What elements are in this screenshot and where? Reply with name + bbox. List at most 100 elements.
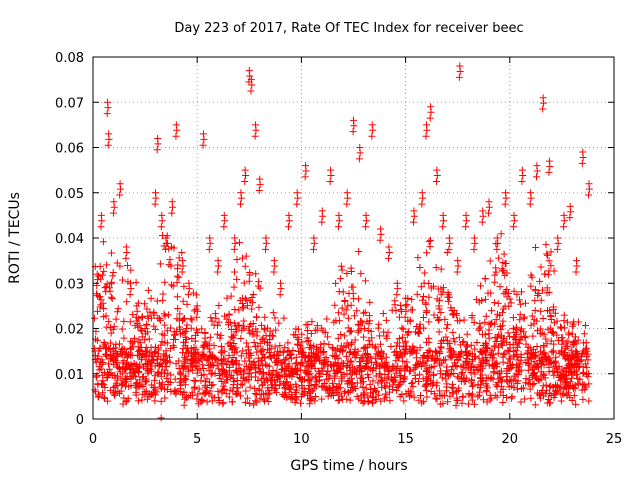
- data-point: [328, 386, 336, 394]
- data-point: [455, 333, 463, 341]
- data-point: [423, 349, 431, 357]
- data-point: [483, 398, 491, 406]
- data-point: [213, 361, 221, 369]
- data-point: [445, 293, 453, 301]
- data-point: [188, 316, 196, 324]
- data-point: [512, 339, 520, 347]
- data-point: [531, 306, 539, 314]
- data-point: [162, 239, 170, 247]
- data-point: [161, 312, 169, 320]
- data-point: [233, 376, 241, 384]
- data-point: [132, 278, 140, 286]
- data-point: [338, 266, 346, 274]
- data-point: [291, 399, 299, 407]
- data-point: [157, 223, 165, 231]
- data-point: [359, 383, 367, 391]
- data-point: [540, 99, 548, 107]
- data-point: [332, 279, 340, 287]
- data-point: [173, 315, 181, 323]
- data-point: [426, 243, 434, 251]
- data-point: [362, 223, 370, 231]
- data-point: [362, 384, 370, 392]
- data-point: [260, 368, 268, 376]
- data-point: [492, 264, 500, 272]
- data-point: [193, 313, 201, 321]
- data-point: [539, 314, 547, 322]
- data-point: [208, 317, 216, 325]
- data-point: [554, 336, 562, 344]
- data-point: [426, 236, 434, 244]
- data-point: [263, 362, 271, 370]
- data-point: [395, 334, 403, 342]
- data-point: [532, 173, 540, 181]
- data-point: [180, 329, 188, 337]
- data-point: [364, 392, 372, 400]
- data-point: [517, 333, 525, 341]
- data-point: [435, 328, 443, 336]
- data-point: [442, 333, 450, 341]
- data-point: [459, 393, 467, 401]
- data-point: [522, 299, 530, 307]
- data-point: [98, 381, 106, 389]
- data-point: [423, 393, 431, 401]
- data-point: [233, 275, 241, 283]
- data-point: [123, 298, 131, 306]
- data-point: [220, 223, 228, 231]
- data-point: [313, 378, 321, 386]
- data-point: [511, 329, 519, 337]
- data-point: [386, 366, 394, 374]
- data-point: [578, 159, 586, 167]
- data-point: [485, 209, 493, 217]
- data-point: [510, 223, 518, 231]
- data-point: [580, 349, 588, 357]
- data-point: [109, 209, 117, 217]
- data-point: [280, 314, 288, 322]
- data-point: [574, 349, 582, 357]
- data-point: [465, 389, 473, 397]
- data-point: [173, 272, 181, 280]
- data-point: [564, 318, 572, 326]
- data-point: [462, 348, 470, 356]
- data-point: [201, 383, 209, 391]
- data-point: [338, 304, 346, 312]
- data-point: [479, 330, 487, 338]
- data-point: [185, 285, 193, 293]
- data-point: [563, 392, 571, 400]
- data-point: [296, 374, 304, 382]
- data-point: [339, 359, 347, 367]
- data-point: [107, 329, 115, 337]
- data-point: [268, 331, 276, 339]
- data-point: [360, 389, 368, 397]
- data-point: [547, 262, 555, 270]
- data-point: [134, 323, 142, 331]
- data-point: [269, 366, 277, 374]
- data-point: [366, 298, 374, 306]
- data-point: [113, 259, 121, 267]
- data-point: [294, 336, 302, 344]
- data-point: [360, 364, 368, 372]
- data-point: [100, 313, 108, 321]
- data-point: [127, 382, 135, 390]
- data-point: [395, 382, 403, 390]
- data-point: [305, 351, 313, 359]
- data-point: [408, 295, 416, 303]
- data-point: [401, 375, 409, 383]
- data-point: [246, 399, 254, 407]
- data-point: [460, 316, 468, 324]
- data-point: [344, 194, 352, 202]
- data-point: [276, 374, 284, 382]
- data-point: [269, 332, 277, 340]
- data-point: [559, 371, 567, 379]
- data-point: [110, 323, 118, 331]
- data-point: [565, 368, 573, 376]
- data-point: [342, 306, 350, 314]
- data-point: [229, 374, 237, 382]
- data-point: [337, 262, 345, 270]
- data-point: [272, 358, 280, 366]
- data-point: [161, 359, 169, 367]
- data-point: [230, 339, 238, 347]
- data-point: [307, 345, 315, 353]
- data-point: [172, 132, 180, 140]
- data-point: [126, 344, 134, 352]
- data-point: [115, 340, 123, 348]
